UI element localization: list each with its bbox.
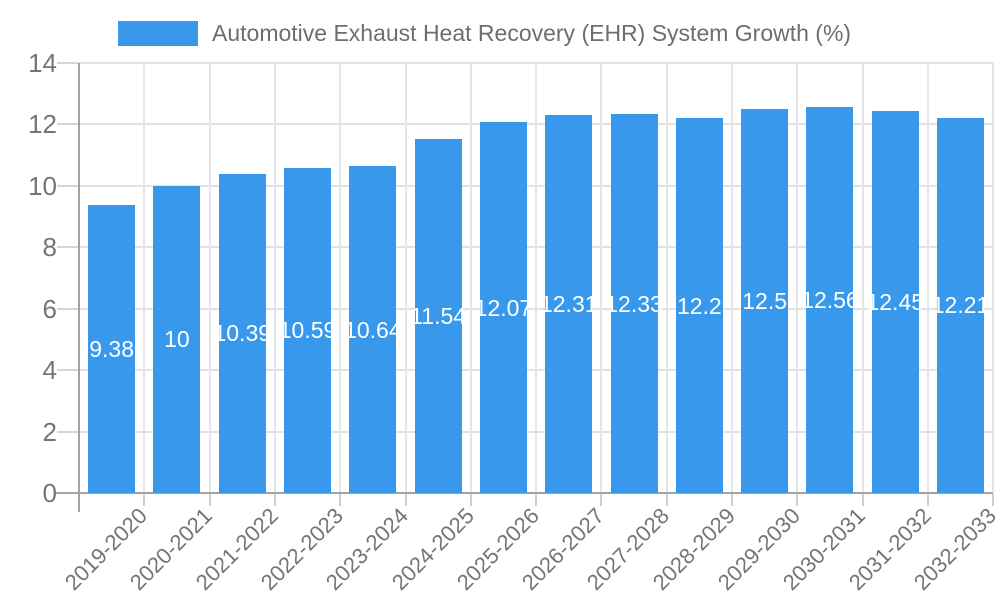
- gridline-vertical: [861, 63, 864, 493]
- bar: [545, 114, 593, 493]
- x-tick-mark: [535, 494, 538, 506]
- bar-value-label: 12.56: [801, 287, 859, 314]
- bar: [937, 117, 985, 493]
- gridline-vertical: [535, 63, 538, 493]
- x-tick-mark: [731, 494, 733, 506]
- bar-value-label: 10.59: [278, 317, 337, 344]
- gridline-vertical: [339, 63, 342, 493]
- bar: [871, 110, 919, 493]
- gridline-vertical: [600, 63, 603, 493]
- bar: [284, 167, 332, 493]
- bar: [153, 185, 201, 493]
- x-tick-mark: [992, 494, 995, 506]
- bar-value-label: 12.33: [605, 290, 663, 317]
- bar-value-label: 12.31: [539, 290, 598, 317]
- bar-value-label: 12.45: [866, 288, 925, 315]
- y-tick-label: 4: [42, 355, 57, 386]
- x-tick-mark: [469, 494, 472, 506]
- bar: [610, 114, 658, 493]
- bar-value-label: 12.21: [931, 292, 990, 319]
- bar: [806, 107, 854, 493]
- gridline-vertical: [796, 63, 799, 493]
- legend-swatch: [118, 21, 198, 46]
- y-tick-label: 6: [42, 293, 57, 324]
- gridline-vertical: [273, 63, 276, 493]
- y-tick-mark: [57, 123, 79, 126]
- gridline-vertical: [208, 63, 211, 493]
- gridline-vertical: [731, 63, 733, 493]
- y-tick-mark: [57, 62, 79, 64]
- y-tick-label: 12: [28, 109, 57, 140]
- bar: [414, 138, 462, 493]
- y-tick-label: 10: [28, 170, 57, 201]
- x-tick-mark: [339, 494, 342, 506]
- x-tick-mark: [665, 494, 668, 506]
- bar-value-label: 9.38: [89, 335, 135, 362]
- y-tick-mark: [57, 369, 79, 372]
- y-tick-label: 2: [42, 416, 57, 447]
- x-tick-mark: [926, 494, 929, 506]
- y-tick-label: 0: [42, 478, 57, 508]
- bar: [675, 118, 723, 493]
- y-tick-mark: [57, 430, 79, 433]
- x-tick-mark: [208, 494, 211, 506]
- bar: [349, 166, 397, 493]
- x-tick-mark: [600, 494, 603, 506]
- bar: [479, 122, 527, 493]
- gridline-vertical: [469, 63, 472, 493]
- x-tick-mark: [273, 494, 276, 506]
- x-tick-mark: [861, 494, 864, 506]
- x-tick-mark: [404, 494, 407, 506]
- y-tick-mark: [57, 307, 79, 310]
- gridline-vertical: [143, 63, 146, 493]
- x-axis-baseline: [56, 492, 994, 494]
- bar: [741, 109, 789, 493]
- bar: [218, 173, 266, 493]
- gridline-vertical: [404, 63, 407, 493]
- bar-value-label: 10.39: [213, 320, 272, 347]
- x-tick-mark: [796, 494, 799, 506]
- y-tick-label: 8: [42, 232, 57, 263]
- gridline-vertical: [992, 63, 995, 493]
- gridline-vertical: [665, 63, 668, 493]
- bar-value-label: 12.5: [742, 288, 788, 315]
- bar-value-label: 10: [164, 326, 190, 353]
- bar: [88, 204, 136, 493]
- legend-label: Automotive Exhaust Heat Recovery (EHR) S…: [212, 20, 852, 46]
- y-tick-mark: [57, 184, 79, 187]
- y-tick-label: 14: [28, 48, 57, 78]
- x-tick-mark: [143, 494, 146, 506]
- bar-value-label: 10.64: [344, 316, 402, 343]
- gridline-vertical: [926, 63, 929, 493]
- bar-value-label: 11.54: [410, 302, 467, 329]
- y-tick-mark: [57, 246, 79, 249]
- bar-value-label: 12.07: [474, 294, 533, 321]
- bar-value-label: 12.2: [676, 292, 722, 319]
- y-axis-line: [78, 63, 80, 512]
- legend: Automotive Exhaust Heat Recovery (EHR) S…: [118, 20, 851, 47]
